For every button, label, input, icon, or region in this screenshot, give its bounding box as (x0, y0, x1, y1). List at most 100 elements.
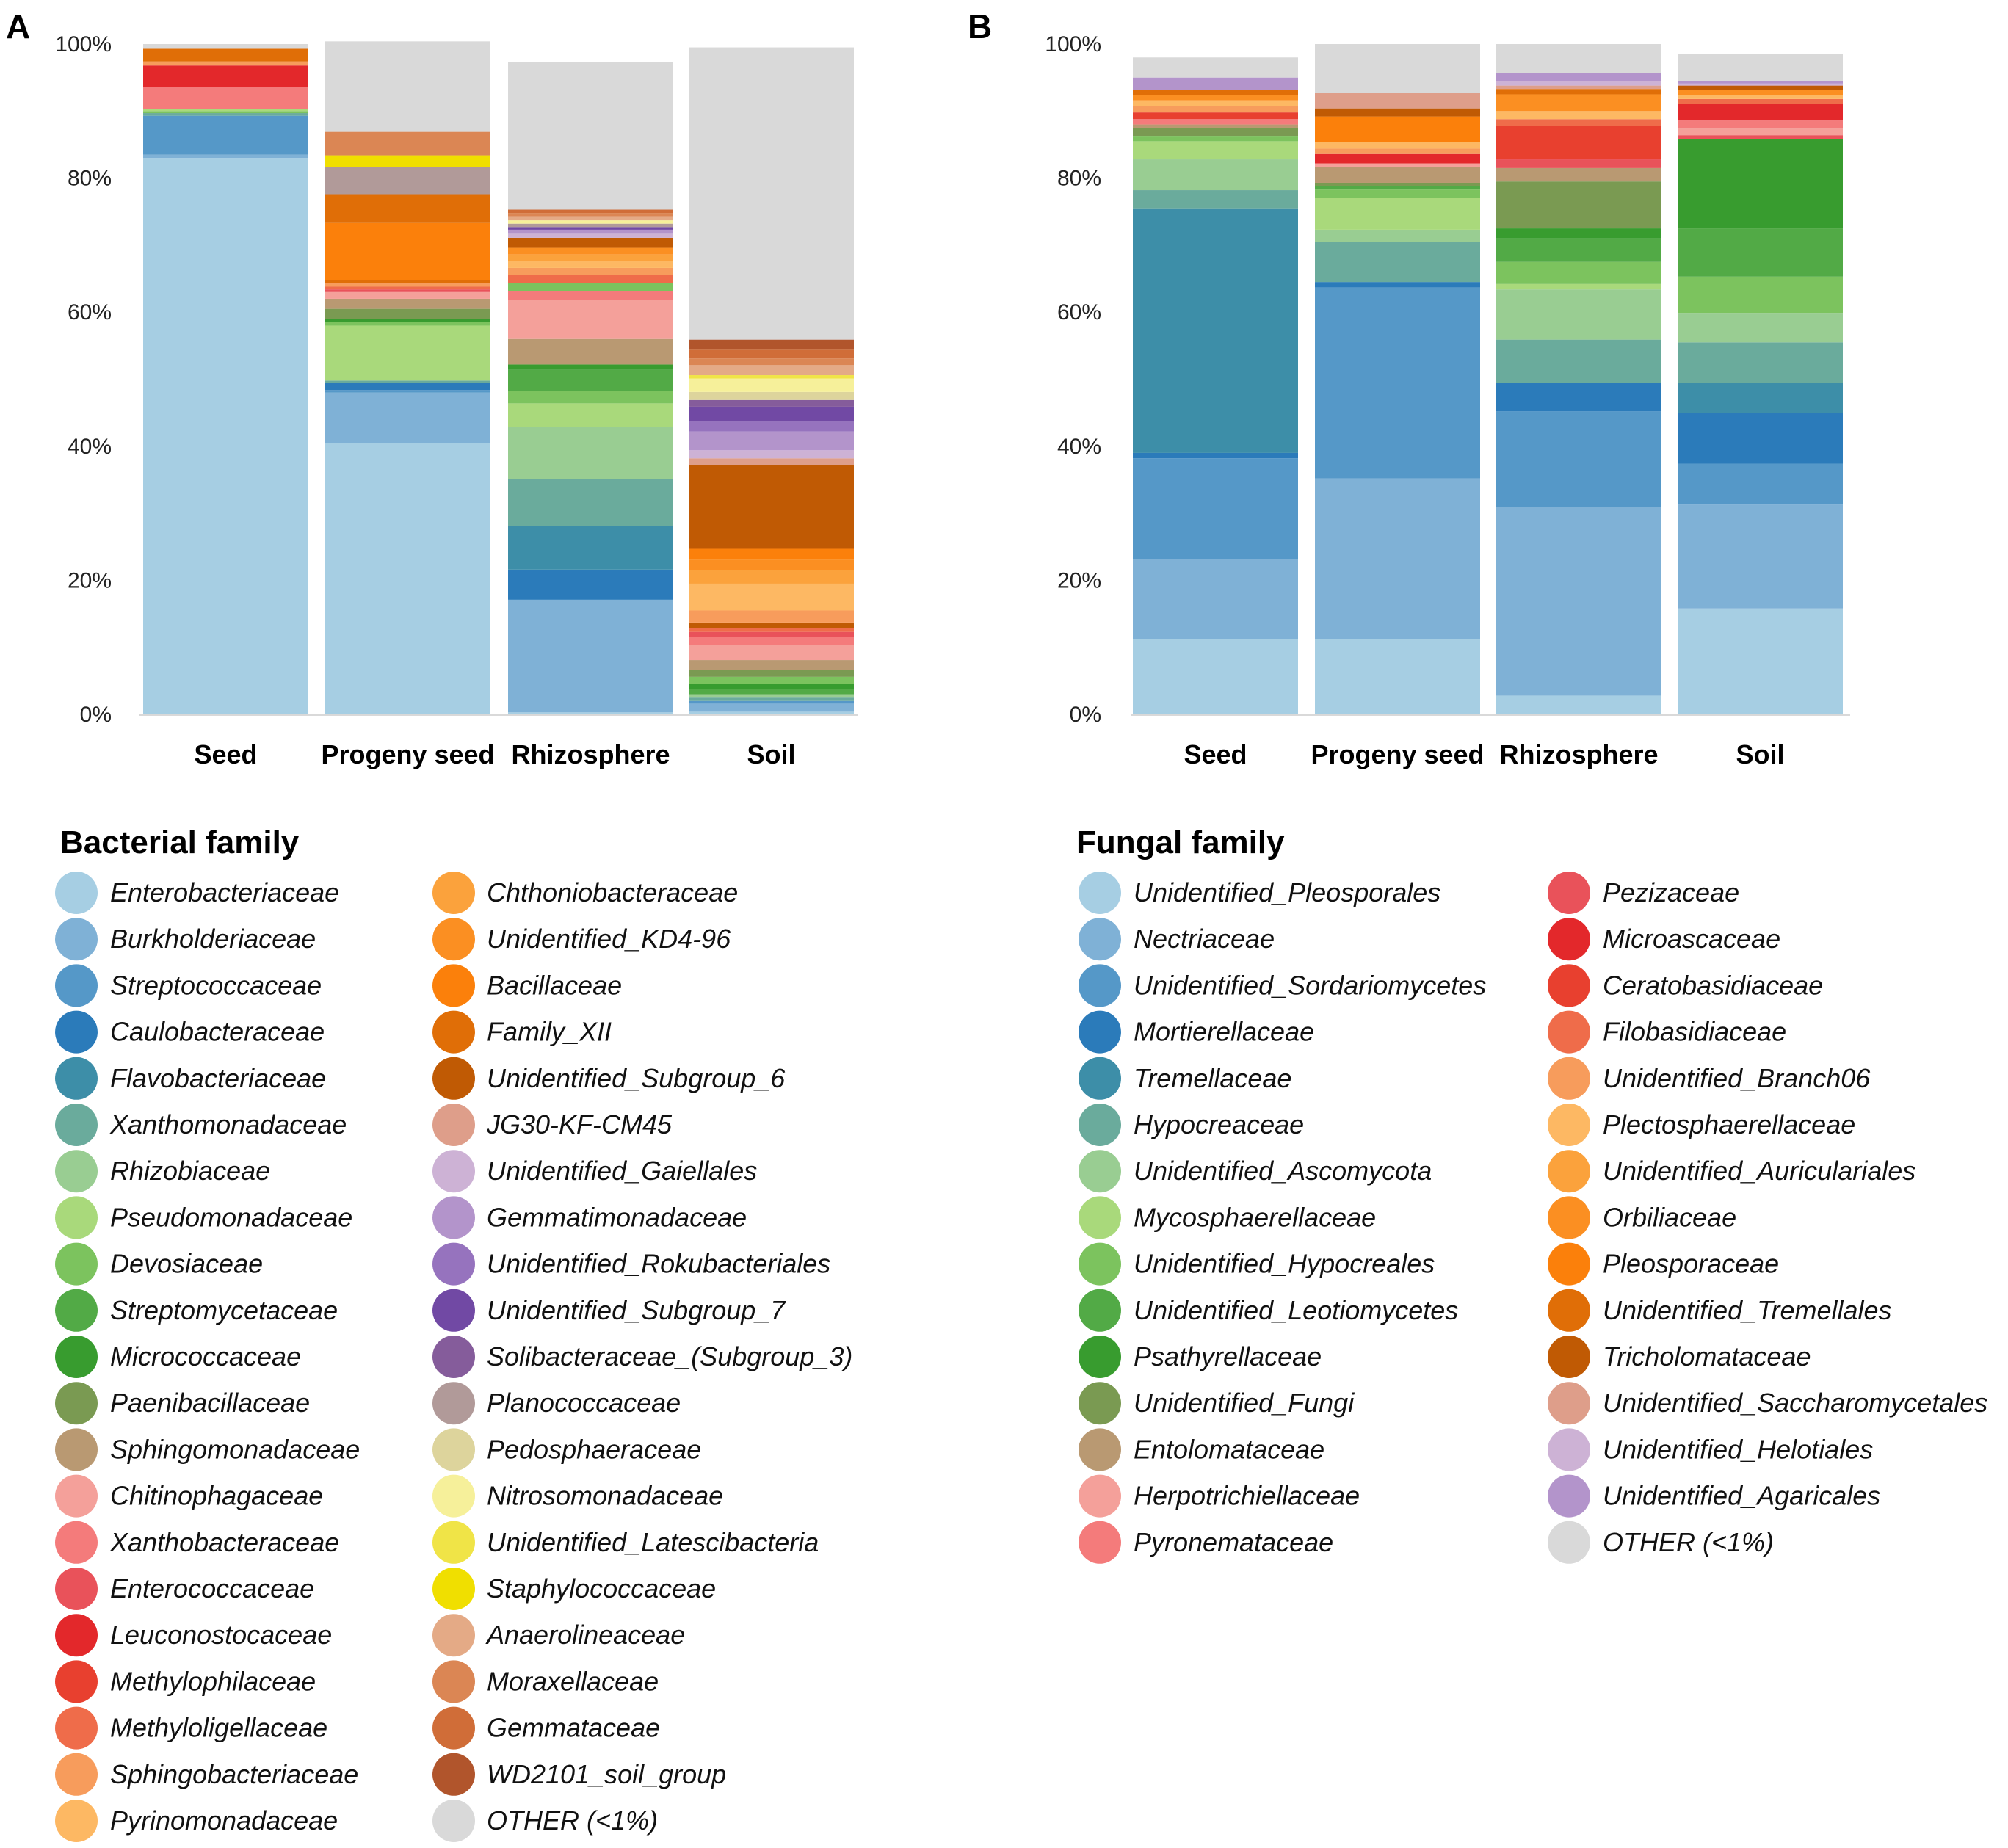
legend-label: Filobasidiaceae (1603, 1017, 1786, 1047)
legend-item-unidentified-agaricales: Unidentified_Agaricales (1548, 1474, 1880, 1518)
legend-swatch (432, 1289, 475, 1332)
segment-unidentified-hypocreales (1315, 189, 1480, 198)
legend-item-pyrinomonadaceae: Pyrinomonadaceae (55, 1800, 338, 1842)
legend-label: Rhizobiaceae (110, 1156, 270, 1186)
segment-unidentified-leotiomycetes (1315, 186, 1480, 190)
legend-item-plectosphaerellaceae: Plectosphaerellaceae (1548, 1104, 1855, 1146)
legend-swatch (1079, 1196, 1121, 1239)
legend-label: Unidentified_Rokubacteriales (487, 1249, 830, 1279)
legend-label: Sphingobacteriaceae (110, 1759, 358, 1789)
segment-unidentified-rokubacteriales (689, 421, 854, 432)
segment-moraxellaceae (508, 213, 673, 217)
segment-mortierellaceae (1496, 383, 1661, 412)
segment-burkholderiaceae (508, 599, 673, 713)
segment-unidentified-branch06 (1315, 148, 1480, 154)
segment-unidentified-gaiellales (689, 450, 854, 459)
segment-pyronemataceae (1133, 119, 1298, 125)
legend-item-orbiliaceae: Orbiliaceae (1548, 1196, 1736, 1239)
legend-swatch (432, 1057, 475, 1100)
category-label-seed: Seed (194, 739, 257, 769)
legend-item-pyronemataceae: Pyronemataceae (1079, 1521, 1333, 1564)
segment-xanthomonadaceae (143, 113, 308, 116)
bacterial-legend: Bacterial family Enterobacteriaceae Burkho… (55, 825, 852, 1842)
legend-label: Solibacteraceae_(Subgroup_3) (487, 1341, 852, 1371)
segment-microascaceae (1678, 104, 1843, 121)
legend-item-pleosporaceae: Pleosporaceae (1548, 1242, 1779, 1286)
legend-swatch (1548, 1104, 1590, 1146)
segment-nectriaceae (1678, 504, 1843, 609)
legend-item-sphingobacteriaceae: Sphingobacteriaceae (55, 1753, 358, 1796)
legend-swatch (432, 918, 475, 961)
segment-mycosphaerellaceae (1315, 198, 1480, 230)
segment-unidentified-hypocreales (1133, 136, 1298, 142)
segment-paenibacillaceae (325, 308, 490, 319)
legend-swatch (432, 1150, 475, 1193)
legend-item-streptomycetaceae: Streptomycetaceae (55, 1289, 338, 1332)
legend-item-staphylococcaceae: Staphylococcaceae (432, 1568, 716, 1610)
legend-item-unidentified-kd4-96: Unidentified_KD4-96 (432, 918, 731, 961)
legend-label: Mycosphaerellaceae (1134, 1202, 1376, 1232)
segment-entolomataceae (1133, 124, 1298, 128)
segment-enterobacteriaceae (689, 711, 854, 714)
legend-label: Enterococcaceae (110, 1573, 314, 1604)
legend-swatch (1079, 1428, 1121, 1471)
legend-label: Pyronemataceae (1134, 1527, 1333, 1557)
legend-item-nitrosomonadaceae: Nitrosomonadaceae (432, 1474, 723, 1518)
legend-label: Gemmatimonadaceae (487, 1202, 747, 1232)
bar-seed (143, 44, 308, 714)
legend-label: Unidentified_Gaiellales (487, 1156, 757, 1186)
legend-item-other-1: OTHER (<1%) (1548, 1521, 1774, 1564)
legend-label: Xanthobacteraceae (109, 1527, 339, 1557)
legend-swatch (1548, 1150, 1590, 1193)
legend-label: Herpotrichiellaceae (1134, 1481, 1360, 1511)
segment-chthoniobacteraceae (689, 570, 854, 584)
legend-swatch (55, 1568, 98, 1610)
segment-gemmataceae (689, 349, 854, 359)
segment-unidentified-subgroup-6 (508, 237, 673, 248)
segment-unidentified-fungi (1133, 128, 1298, 137)
legend-swatch (1548, 918, 1590, 961)
segment-unidentified-subgroup-6 (689, 465, 854, 549)
legend-item-gemmatimonadaceae: Gemmatimonadaceae (432, 1196, 747, 1239)
legend-label: Tricholomataceae (1603, 1341, 1811, 1371)
legend-label: Pedosphaeraceae (487, 1434, 701, 1464)
legend-label: Unidentified_Agaricales (1603, 1481, 1880, 1511)
segment-gemmataceae (508, 209, 673, 214)
legend-swatch (1079, 1521, 1121, 1564)
panel-a-chart: A 0% 20% 40% 60% 80% 100% Seed Progeny seed Rhizo… (6, 7, 858, 769)
legend-label: Entolomataceae (1134, 1434, 1324, 1464)
bar-soil (1678, 54, 1843, 714)
legend-label: Unidentified_Saccharomycetales (1603, 1388, 1987, 1418)
segment-paenibacillaceae (689, 670, 854, 677)
category-label-seed: Seed (1184, 739, 1247, 769)
segment-orbiliaceae (1133, 95, 1298, 101)
legend-label: Pyrinomonadaceae (110, 1805, 338, 1836)
legend-label: WD2101_soil_group (487, 1759, 726, 1789)
segment-burkholderiaceae (143, 154, 308, 159)
legend-swatch (1079, 1382, 1121, 1425)
segment-sphingobacteriaceae (143, 61, 308, 66)
legend-item-chthoniobacteraceae: Chthoniobacteraceae (432, 872, 738, 914)
legend-swatch (55, 1336, 98, 1378)
segment-xanthomonadaceae (508, 479, 673, 526)
legend-swatch (432, 1428, 475, 1471)
legend-item-hypocreaceae: Hypocreaceae (1079, 1104, 1304, 1146)
segment-psathyrellaceae (1678, 139, 1843, 229)
segment-unidentified-fungi (1496, 181, 1661, 229)
category-label-rhizosphere: Rhizosphere (1499, 739, 1658, 769)
segment-xanthomonadaceae (325, 380, 490, 383)
legend-item-chitinophagaceae: Chitinophagaceae (55, 1474, 323, 1518)
segment-pyrinomonadaceae (508, 261, 673, 268)
segment-xanthobacteraceae (143, 87, 308, 109)
segment-pseudomonadaceae (143, 109, 308, 112)
legend-label: Gemmataceae (487, 1713, 660, 1743)
legend-item-pseudomonadaceae: Pseudomonadaceae (55, 1196, 352, 1239)
legend-swatch (55, 1104, 98, 1146)
segment-enterobacteriaceae (143, 158, 308, 714)
segment-unidentified-agaricales (1133, 77, 1298, 90)
segment-family-xii (143, 48, 308, 62)
segment-devosiaceae (508, 391, 673, 404)
segment-unidentified-gaiellales (508, 233, 673, 238)
segment-other-1 (1133, 57, 1298, 78)
segment-devosiaceae (689, 676, 854, 684)
